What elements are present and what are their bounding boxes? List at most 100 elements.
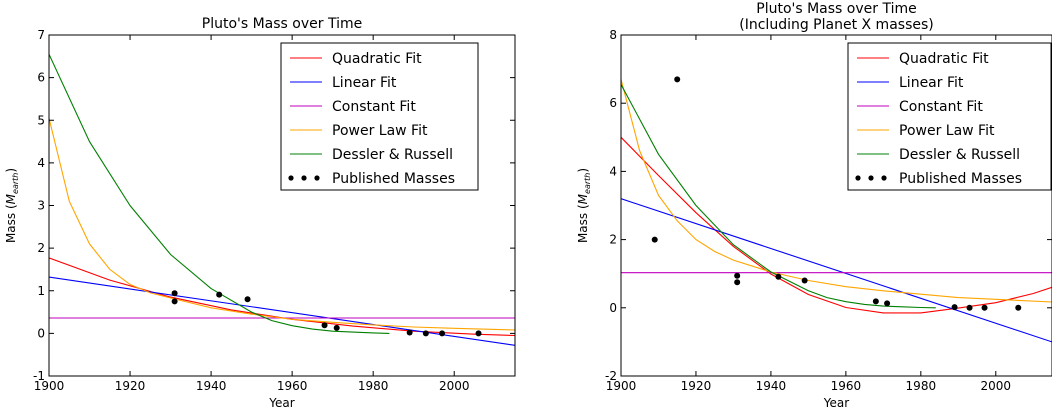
right-data-point	[734, 272, 741, 279]
left-data-point	[475, 330, 482, 337]
left-y-tick-label: 3	[37, 199, 45, 213]
right-legend-label: Constant Fit	[899, 99, 983, 115]
right-series-group	[621, 79, 1052, 343]
left-legend-item: Constant Fit	[290, 99, 416, 115]
left-data-point	[333, 324, 340, 331]
right-data-point	[651, 236, 658, 243]
right-y-axis-label-symbol: M	[576, 193, 590, 204]
left-x-tick-label: 1940	[196, 379, 227, 393]
left-y-tick-label: 0	[37, 326, 45, 340]
right-y-axis-label-subscript: earth	[583, 173, 592, 194]
left-y-axis-label: Mass (Mearth)	[4, 168, 20, 243]
right-chart-subtitle: (Including Planet X masses)	[739, 17, 933, 33]
left-data-point	[406, 329, 413, 336]
right-chart-title: Pluto's Mass over Time	[756, 1, 916, 17]
left-data-point	[439, 330, 446, 337]
right-data-point	[734, 279, 741, 286]
right-data-point	[951, 304, 958, 311]
left-legend-item: Quadratic Fit	[290, 51, 422, 67]
right-data-point	[981, 304, 988, 311]
right-x-axis-label: Year	[823, 396, 849, 410]
right-y-tick-label: 4	[609, 164, 617, 178]
right-y-axis-label-text: Mass	[576, 213, 590, 243]
left-legend-marker	[288, 175, 294, 181]
left-x-tick-label: 1980	[358, 379, 389, 393]
left-x-tick-label: 2000	[439, 379, 470, 393]
left-y-tick-label: 7	[37, 28, 45, 42]
left-x-tick-label: 1900	[34, 379, 65, 393]
left-legend-item: Power Law Fit	[290, 123, 428, 139]
right-y-tick-label: 8	[609, 28, 617, 42]
right-x-tick-label: 1920	[681, 379, 712, 393]
left-x-tick-label: 1920	[115, 379, 146, 393]
left-chart-title: Pluto's Mass over Time	[202, 16, 362, 32]
right-y-tick-label: -2	[605, 369, 617, 383]
left-series-line-power-law-fit	[49, 117, 515, 331]
left-legend-label: Power Law Fit	[332, 123, 428, 139]
left-legend-box	[280, 42, 479, 191]
right-legend-item: Power Law Fit	[857, 123, 995, 139]
left-legend-label: Published Masses	[332, 171, 455, 187]
left-y-tick-label: 1	[37, 284, 45, 298]
left-legend: Quadratic Fit Linear Fit Constant Fit Power…	[280, 42, 479, 191]
right-legend-marker	[855, 175, 861, 181]
left-chart: Pluto's Mass over Time 1900 1920 1940 1960 19…	[4, 16, 516, 410]
right-plot-frame	[620, 34, 1052, 377]
left-published-masses	[171, 290, 482, 337]
left-series-line-dessler-russell	[49, 53, 390, 334]
right-legend-item: Dessler & Russell	[857, 147, 1020, 163]
left-data-point	[422, 330, 429, 337]
left-legend-label: Linear Fit	[332, 75, 397, 91]
right-legend-label: Quadratic Fit	[899, 51, 989, 67]
left-legend-item: Dessler & Russell	[290, 147, 453, 163]
left-data-point	[244, 296, 251, 303]
right-data-point	[872, 298, 879, 305]
left-legend-label: Constant Fit	[332, 99, 416, 115]
left-y-axis-label-text: Mass	[4, 213, 18, 243]
right-legend-box	[847, 42, 1052, 191]
left-data-point	[171, 298, 178, 305]
right-legend-item: Quadratic Fit	[857, 51, 989, 67]
left-data-point	[216, 291, 223, 298]
left-legend-item: Published Masses	[288, 171, 455, 187]
right-data-point	[775, 273, 782, 280]
left-series-line-quadratic-fit	[49, 257, 515, 337]
right-x-tick-label: 1980	[906, 379, 937, 393]
left-y-axis-label-symbol: M	[4, 193, 18, 204]
right-x-tick-label: 1940	[756, 379, 787, 393]
right-legend: Quadratic Fit Linear Fit Constant Fit Power…	[847, 42, 1052, 191]
left-x-axis-label: Year	[268, 396, 294, 410]
left-y-tick-label: 2	[37, 241, 45, 255]
left-series-line-linear-fit	[49, 276, 515, 346]
right-legend-item: Constant Fit	[857, 99, 983, 115]
right-published-masses	[651, 76, 1022, 311]
right-legend-label: Dessler & Russell	[899, 147, 1020, 163]
right-data-point	[884, 300, 891, 307]
left-y-tick-label: -1	[33, 369, 45, 383]
right-series-line-dessler-russell	[621, 84, 936, 309]
left-legend-label: Dessler & Russell	[332, 147, 453, 163]
left-data-point	[171, 290, 178, 297]
left-legend-item: Linear Fit	[290, 75, 397, 91]
right-y-tick-label: 2	[609, 233, 617, 247]
left-y-axis-label-subscript: earth	[11, 173, 20, 194]
right-legend-label: Published Masses	[899, 171, 1022, 187]
right-y-tick-label: 6	[609, 96, 617, 110]
right-chart: Pluto's Mass over Time(Including Planet …	[576, 1, 1052, 410]
right-x-tick-label: 1960	[831, 379, 862, 393]
right-x-tick-label: 2000	[981, 379, 1012, 393]
left-y-tick-label: 6	[37, 71, 45, 85]
right-y-axis-label: Mass (Mearth)	[576, 168, 592, 243]
right-legend-marker	[868, 175, 874, 181]
left-legend-marker	[314, 175, 320, 181]
left-legend-marker	[301, 175, 307, 181]
right-y-tick-label: 0	[609, 301, 617, 315]
left-y-tick-label: 5	[37, 113, 45, 127]
right-data-point	[966, 304, 973, 311]
right-data-point	[1015, 304, 1022, 311]
right-series-line-quadratic-fit	[621, 136, 1052, 314]
right-data-point	[674, 76, 681, 83]
left-data-point	[321, 322, 328, 329]
left-x-tick-label: 1960	[277, 379, 308, 393]
